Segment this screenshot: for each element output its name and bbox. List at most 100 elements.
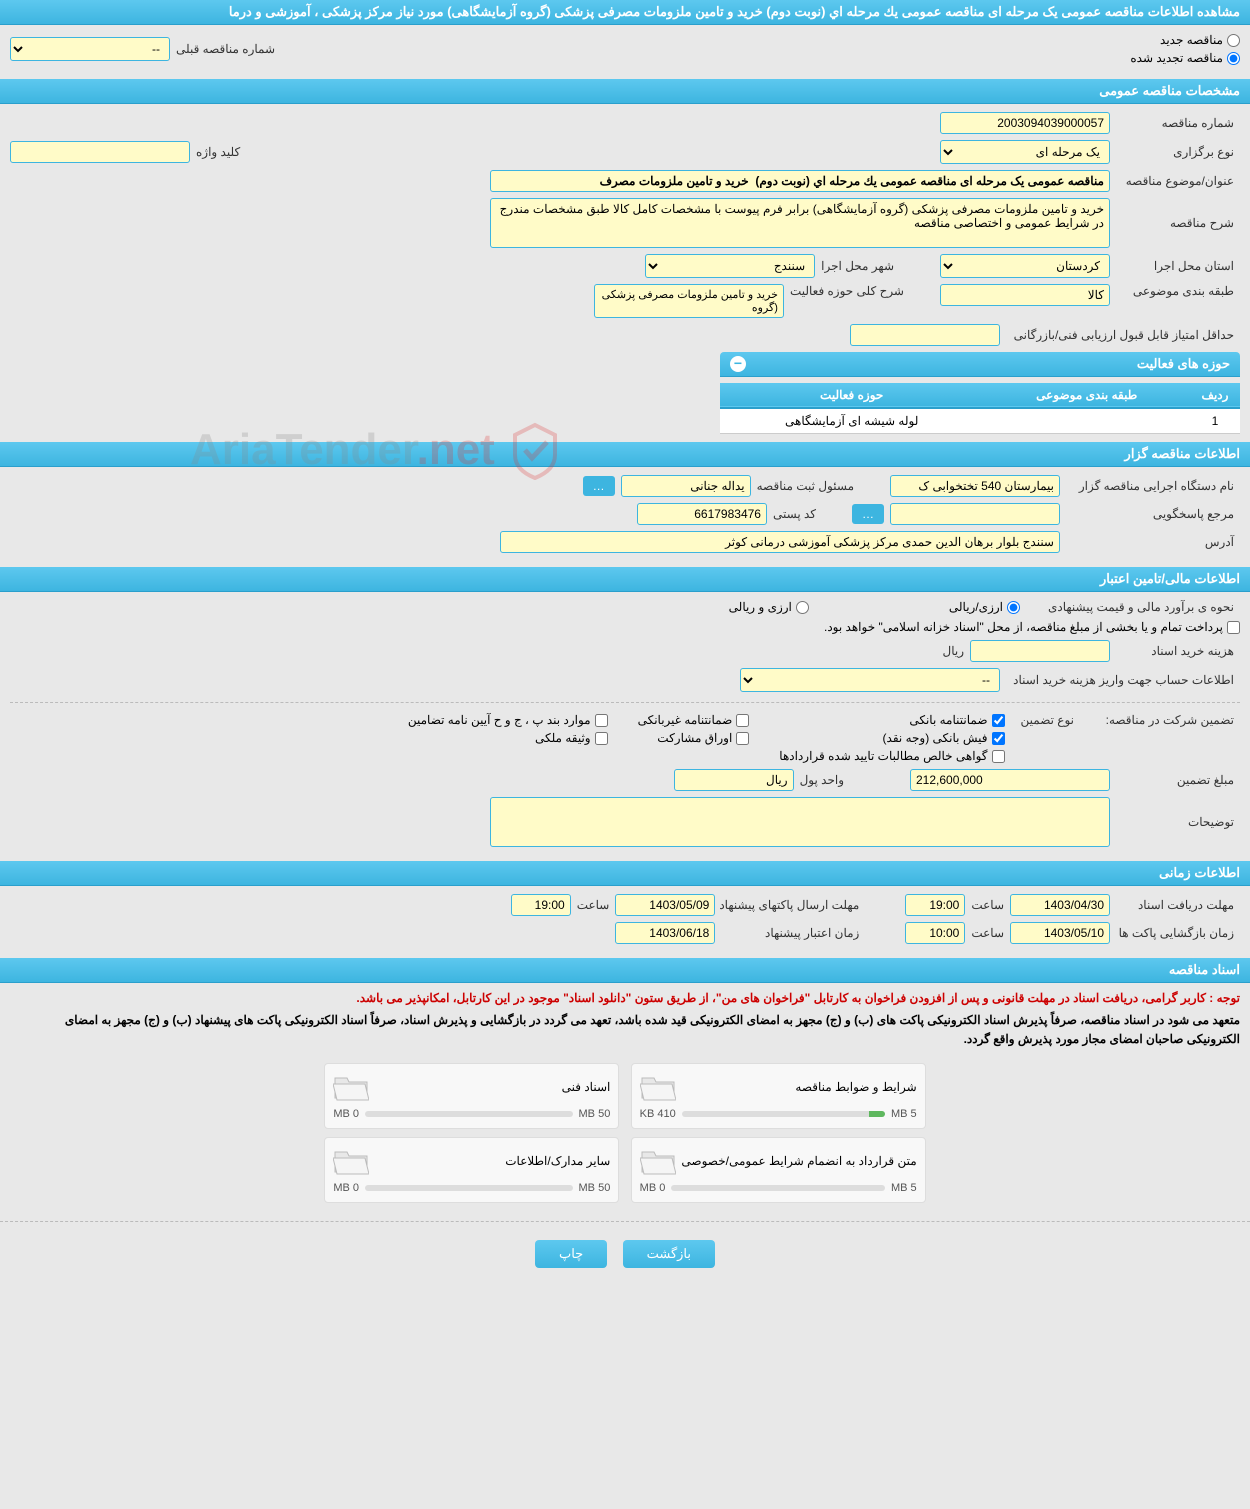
subject-class-input[interactable]	[940, 284, 1110, 306]
doc-used: 0 MB	[333, 1108, 359, 1120]
print-button[interactable]: چاپ	[535, 1240, 607, 1268]
doc-box: متن قرارداد به انضمام شرایط عمومی/خصوصی …	[631, 1137, 926, 1203]
responder-more-button[interactable]: …	[852, 504, 884, 524]
exec-name-input[interactable]	[890, 475, 1060, 497]
section-docs-body: توجه : کاربر گرامی، دریافت اسناد در مهلت…	[0, 983, 1250, 1215]
responder-input[interactable]	[890, 503, 1060, 525]
city-select[interactable]: سنندج	[645, 254, 815, 278]
doc-cost-unit: ریال	[936, 644, 970, 658]
check-cashfish[interactable]: فیش بانکی (وجه نقد)	[779, 731, 1004, 745]
activities-subheader: حوزه های فعالیت −	[720, 352, 1240, 377]
check-clauses[interactable]: موارد بند پ ، ج و ح آیین نامه تضامین	[408, 713, 608, 727]
open-date-input[interactable]	[1010, 922, 1110, 944]
doc-used: 0 MB	[640, 1182, 666, 1194]
deposit-account-label: اطلاعات حساب جهت واریز هزینه خرید اسناد	[1000, 673, 1240, 687]
doc-box-title: متن قرارداد به انضمام شرایط عمومی/خصوصی	[681, 1154, 916, 1168]
cell-class	[983, 408, 1190, 434]
radio-new-tender[interactable]: مناقصه جدید	[1040, 33, 1240, 47]
holding-type-select[interactable]: یک مرحله ای	[940, 140, 1110, 164]
validity-date-input[interactable]	[615, 922, 715, 944]
min-score-label: حداقل امتیاز قابل قبول ارزیابی فنی/بازرگ…	[1000, 328, 1240, 342]
postal-input[interactable]	[637, 503, 767, 525]
radio-arz-rial[interactable]: ارزی و ریالی	[729, 600, 809, 614]
prev-number-select[interactable]: --	[10, 37, 170, 61]
address-input[interactable]	[500, 531, 1060, 553]
exec-name-label: نام دستگاه اجرایی مناقصه گزار	[1060, 479, 1240, 493]
check-property[interactable]: وثیقه ملکی	[408, 731, 608, 745]
activity-scope-textarea[interactable]: خرید و تامین ملزومات مصرفی پزشکی (گروه	[594, 284, 784, 318]
title-input[interactable]	[490, 170, 1110, 192]
folder-icon[interactable]	[333, 1072, 369, 1102]
radio-renewed-tender[interactable]: مناقصه تجدید شده	[1040, 51, 1240, 65]
send-date-input[interactable]	[615, 894, 715, 916]
back-button[interactable]: بازگشت	[623, 1240, 715, 1268]
section-owner-header: اطلاعات مناقصه گزار	[0, 442, 1250, 467]
tender-status-area: مناقصه جدید مناقصه تجدید شده شماره مناقص…	[0, 25, 1250, 79]
city-label: شهر محل اجرا	[815, 259, 900, 273]
guarantee-amount-input[interactable]	[910, 769, 1110, 791]
folder-icon[interactable]	[640, 1146, 676, 1176]
section-financial-body: نحوه ی برآورد مالی و قیمت پیشنهادی ارزی/…	[0, 592, 1250, 861]
radio-new-input[interactable]	[1227, 34, 1240, 47]
radio-arzrial[interactable]: ارزی/ریالی	[949, 600, 1020, 614]
responder-label: مرجع پاسخگویی	[1060, 507, 1240, 521]
cell-scope: لوله شیشه ای آزمایشگاهی	[720, 408, 983, 434]
doc-max: 5 MB	[891, 1108, 917, 1120]
open-time-input[interactable]	[905, 922, 965, 944]
page-title-bar: مشاهده اطلاعات مناقصه عمومی یک مرحله ای …	[0, 0, 1250, 25]
progress-bar	[365, 1185, 573, 1191]
receive-time-input[interactable]	[905, 894, 965, 916]
prev-number-label: شماره مناقصه قبلی	[170, 42, 281, 56]
folder-icon[interactable]	[640, 1072, 676, 1102]
collapse-icon[interactable]: −	[730, 356, 746, 372]
check-netclaims[interactable]: گواهی خالص مطالبات تایید شده قراردادها	[779, 749, 1004, 763]
doc-boxes-wrap: شرایط و ضوابط مناقصه 5 MB 410 KB اسناد ف…	[10, 1059, 1240, 1207]
explain-label: توضیحات	[1110, 797, 1240, 829]
currency-label: واحد پول	[794, 773, 850, 787]
check-treasury[interactable]: پرداخت تمام و یا بخشی از مبلغ مناقصه، از…	[824, 620, 1240, 634]
address-label: آدرس	[1060, 535, 1240, 549]
send-time-input[interactable]	[511, 894, 571, 916]
currency-input[interactable]	[674, 769, 794, 791]
docs-note-red: توجه : کاربر گرامی، دریافت اسناد در مهلت…	[10, 991, 1240, 1005]
deposit-account-select[interactable]: --	[740, 668, 1000, 692]
page-title: مشاهده اطلاعات مناقصه عمومی یک مرحله ای …	[229, 4, 1240, 19]
radio-renewed-input[interactable]	[1227, 52, 1240, 65]
keyword-input[interactable]	[10, 141, 190, 163]
postal-label: کد پستی	[767, 507, 822, 521]
receive-date-input[interactable]	[1010, 894, 1110, 916]
footer-buttons: بازگشت چاپ	[0, 1228, 1250, 1280]
guarantee-heading: تضمین شرکت در مناقصه:	[1080, 713, 1240, 727]
guarantee-amount-label: مبلغ تضمین	[1110, 773, 1240, 787]
table-row: 1 لوله شیشه ای آزمایشگاهی	[720, 408, 1240, 434]
section-docs-header: اسناد مناقصه	[0, 958, 1250, 983]
progress-bar	[682, 1111, 885, 1117]
check-bank[interactable]: ضمانتنامه بانکی	[779, 713, 1004, 727]
doc-cost-input[interactable]	[970, 640, 1110, 662]
desc-label: شرح مناقصه	[1110, 198, 1240, 230]
receive-time-label: ساعت	[965, 898, 1010, 912]
check-securities[interactable]: اوراق مشارکت	[638, 731, 750, 745]
doc-max: 5 MB	[891, 1182, 917, 1194]
folder-icon[interactable]	[333, 1146, 369, 1176]
section-owner-body: نام دستگاه اجرایی مناقصه گزار مسئول ثبت …	[0, 467, 1250, 567]
check-nonbank[interactable]: ضمانتنامه غیربانکی	[638, 713, 750, 727]
desc-textarea[interactable]: خرید و تامین ملزومات مصرفی پزشکی (گروه آ…	[490, 198, 1110, 248]
doc-cost-label: هزینه خرید اسناد	[1110, 644, 1240, 658]
registrar-more-button[interactable]: …	[583, 476, 615, 496]
doc-box: سایر مدارک/اطلاعات 50 MB 0 MB	[324, 1137, 619, 1203]
registrar-input[interactable]	[621, 475, 751, 497]
tender-number-input[interactable]	[940, 112, 1110, 134]
explain-textarea[interactable]	[490, 797, 1110, 847]
section-general-body: شماره مناقصه نوع برگزاری یک مرحله ای کلی…	[0, 104, 1250, 442]
treasury-note: پرداخت تمام و یا بخشی از مبلغ مناقصه، از…	[824, 620, 1223, 634]
keyword-label: کلید واژه	[190, 145, 246, 159]
min-score-input[interactable]	[850, 324, 1000, 346]
progress-bar	[671, 1185, 885, 1191]
province-select[interactable]: کردستان	[940, 254, 1110, 278]
subject-class-label: طبقه بندی موضوعی	[1110, 284, 1240, 298]
tender-number-label: شماره مناقصه	[1110, 116, 1240, 130]
col-class: طبقه بندی موضوعی	[983, 383, 1190, 408]
progress-fill	[869, 1111, 885, 1117]
title-label: عنوان/موضوع مناقصه	[1110, 174, 1240, 188]
